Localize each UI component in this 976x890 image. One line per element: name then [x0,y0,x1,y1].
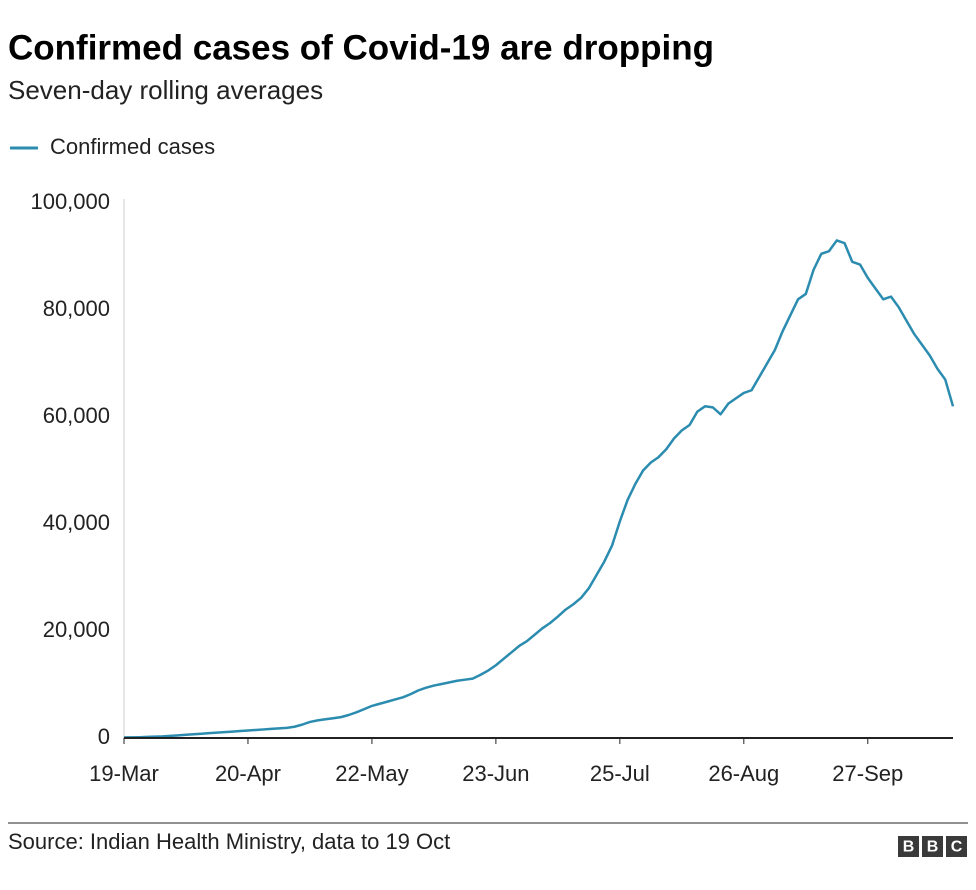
x-tick-label: 23-Jun [462,761,529,786]
x-tick-label: 27-Sep [832,761,903,786]
y-tick-label: 80,000 [43,296,110,321]
chart-title: Confirmed cases of Covid-19 are dropping [8,28,714,67]
x-tick-label: 25-Jul [590,761,650,786]
logo-box [922,836,943,857]
data-line [123,239,955,739]
x-tick-label: 20-Apr [215,761,281,786]
logo-box [946,836,967,857]
source-note: Source: Indian Health Ministry, data to … [8,829,450,854]
x-tick-label: 19-Mar [89,761,159,786]
chart-subtitle: Seven-day rolling averages [8,75,323,105]
logo-letter: B [903,839,915,856]
x-tick-label: 26-Aug [708,761,779,786]
y-tick-label: 0 [98,724,110,749]
legend-label: Confirmed cases [50,134,215,159]
y-tick-label: 20,000 [43,617,110,642]
y-tick-label: 60,000 [43,403,110,428]
logo-letter: B [927,839,939,856]
x-tick-label: 22-May [335,761,408,786]
y-tick-label: 100,000 [30,189,110,214]
y-tick-label: 40,000 [43,510,110,535]
logo-box [898,836,919,857]
logo-letter: C [951,839,963,856]
